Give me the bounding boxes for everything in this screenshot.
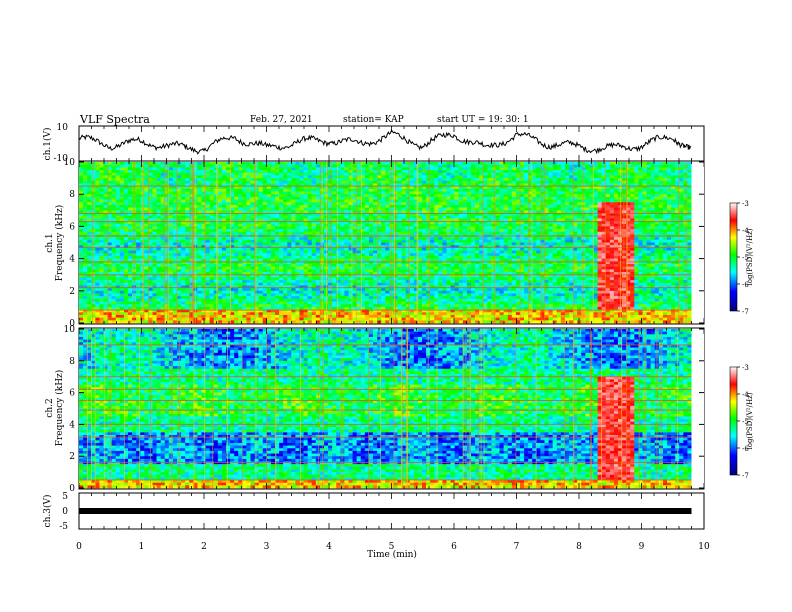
ch1-colorbar-label: log(PSD)(V²/Hz) <box>746 228 754 285</box>
time-tick-label: 3 <box>264 542 270 552</box>
freq-tick-label: 6 <box>69 222 75 232</box>
ch2-spectrogram-image <box>79 329 704 489</box>
colorbar-tick-label: -7 <box>742 472 749 480</box>
ch1-waveform-line <box>78 128 692 155</box>
colorbar-tick-label: -3 <box>742 200 749 208</box>
time-tick-label: 4 <box>326 542 332 552</box>
freq-tick-label: 8 <box>69 357 75 367</box>
time-tick-label: 0 <box>76 542 82 552</box>
ch1-colorbar: -3 -4 -5 -6 -7 log(PSD)(V²/Hz) <box>729 200 754 316</box>
colorbar-tick-label: -4 <box>742 391 749 399</box>
figure-title: VLF Spectra <box>79 113 150 126</box>
header-date: Feb. 27, 2021 <box>250 115 313 125</box>
time-tick-label: 5 <box>389 542 395 552</box>
time-axis: 0 1 2 3 4 5 6 7 8 9 10 <box>76 126 710 552</box>
time-axis-label: Time (min) <box>367 549 417 560</box>
freq-tick-label: 10 <box>64 325 76 335</box>
header-start-time: start UT = 19: 30: 1 <box>437 115 529 125</box>
ch3-ytick-top: 5 <box>62 492 68 502</box>
ch1-ylabel: ch.1(V) <box>42 128 53 161</box>
colorbar-tick-label: -7 <box>742 308 749 316</box>
time-tick-label: 6 <box>451 542 457 552</box>
freq-tick-label: 2 <box>69 287 75 297</box>
ch2-frequency-ticks: 0 2 4 6 8 10 <box>64 325 704 494</box>
ch1-ytick-bottom: -10 <box>54 154 69 164</box>
freq-tick-label: 6 <box>69 389 75 399</box>
colorbar-tick-label: -3 <box>742 364 749 372</box>
ch2-colorbar: -3 -4 -5 -6 -7 log(PSD)(V²/Hz) <box>729 364 754 480</box>
freq-tick-label: 10 <box>64 158 76 168</box>
colorbar-tick-label: -4 <box>742 227 749 235</box>
freq-tick-label: 8 <box>69 190 75 200</box>
ch2-colorbar-label: log(PSD)(V²/Hz) <box>746 392 754 449</box>
colorbar-tick-label: -6 <box>742 281 749 289</box>
ch2-spec-ylabel: ch.2 <box>45 398 55 417</box>
freq-tick-label: 4 <box>69 255 75 265</box>
ch3-ylabel: ch.3(V) <box>42 495 53 528</box>
time-tick-label: 9 <box>639 542 645 552</box>
ch1-spectrogram-image <box>79 162 704 324</box>
freq-tick-label: 4 <box>69 420 75 430</box>
time-tick-label: 2 <box>201 542 207 552</box>
ch2-spectrogram-panel: 0 2 4 6 8 10 ch.2 Frequency (kHz) <box>45 325 705 494</box>
ch1-spectrogram-panel: 0 2 4 6 8 10 ch.1 Frequency (kHz) <box>45 158 705 329</box>
freq-tick-label: 0 <box>69 484 75 494</box>
ch3-ytick-mid: 0 <box>62 507 68 517</box>
ch1-spec-ylabel-freq: Frequency (kHz) <box>54 205 65 282</box>
freq-tick-label: 0 <box>69 319 75 329</box>
freq-tick-label: 2 <box>69 452 75 462</box>
colorbar-tick-label: -5 <box>742 254 749 262</box>
ch1-spec-ylabel: ch.1 <box>45 233 55 252</box>
time-tick-label: 10 <box>698 542 710 552</box>
colorbar-tick-label: -6 <box>742 445 749 453</box>
colorbar-tick-label: -5 <box>742 418 749 426</box>
time-tick-label: 1 <box>139 542 145 552</box>
ch1-frequency-ticks: 0 2 4 6 8 10 <box>64 158 704 329</box>
time-tick-label: 7 <box>514 542 520 552</box>
ch2-spec-ylabel-freq: Frequency (kHz) <box>54 370 65 447</box>
header-station: station= KAP <box>343 115 404 125</box>
time-tick-label: 8 <box>576 542 582 552</box>
ch1-ytick-top: 10 <box>57 123 69 133</box>
ch3-waveform-line <box>79 508 692 514</box>
ch3-ytick-bottom: -5 <box>59 522 68 532</box>
